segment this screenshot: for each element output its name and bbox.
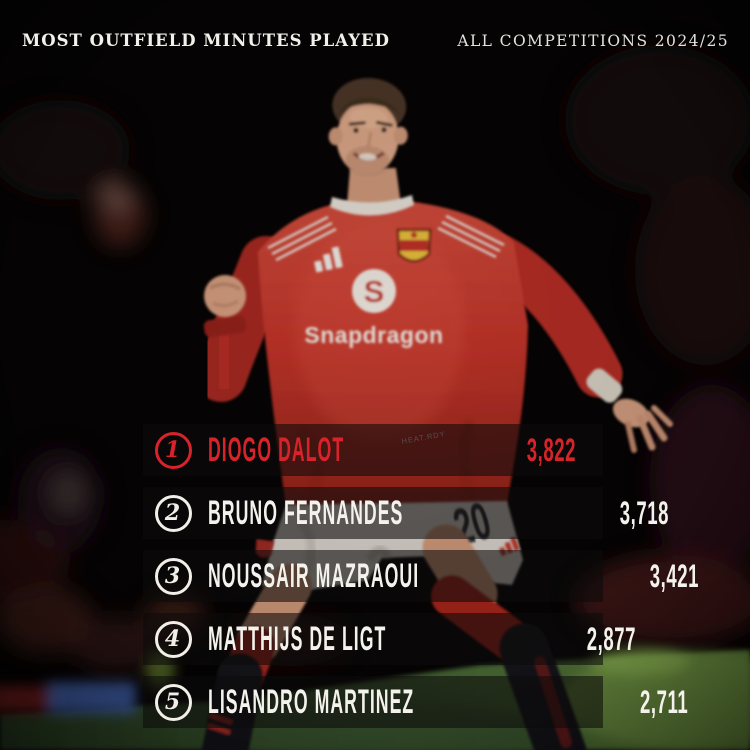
player-name: BRUNO FERNANDES [208, 494, 404, 532]
minutes-value: 2,877 [586, 621, 637, 657]
rank-badge: 1 [155, 431, 192, 469]
ranking-row-5: 5 LISANDRO MARTINEZ 2,711 [143, 676, 687, 728]
player-name: DIOGO DALOT [208, 431, 345, 469]
ranking-row-3: 3 NOUSSAIR MAZRAOUI 3,421 [143, 550, 699, 602]
player-name: NOUSSAIR MAZRAOUI [208, 557, 420, 595]
rank-number: 1 [164, 437, 181, 463]
minutes-value: 3,718 [619, 495, 669, 531]
minutes-value: 2,711 [639, 684, 688, 720]
page-title: MOST OUTFIELD MINUTES PLAYED [22, 31, 390, 50]
ranking-row-4: 4 MATTHIJS DE LIGT 2,877 [143, 613, 636, 665]
rank-badge: 2 [155, 494, 192, 532]
rank-badge: 3 [155, 557, 192, 595]
rank-badge: 4 [155, 620, 192, 658]
rank-number: 2 [164, 500, 181, 526]
minutes-value: 3,421 [649, 558, 700, 594]
rank-number: 4 [164, 626, 181, 652]
ranking-row-1: 1 DIOGO DALOT 3,822 [143, 424, 603, 476]
player-name: MATTHIJS DE LIGT [208, 620, 387, 658]
rank-number: 3 [164, 563, 181, 589]
rank-badge: 5 [155, 683, 192, 721]
ranking-row-2: 2 BRUNO FERNANDES 3,718 [143, 487, 668, 539]
rank-number: 5 [164, 689, 181, 715]
player-name: LISANDRO MARTINEZ [208, 683, 415, 721]
minutes-value: 3,822 [526, 432, 576, 468]
header-subtitle: ALL COMPETITIONS 2024/25 [457, 32, 729, 50]
